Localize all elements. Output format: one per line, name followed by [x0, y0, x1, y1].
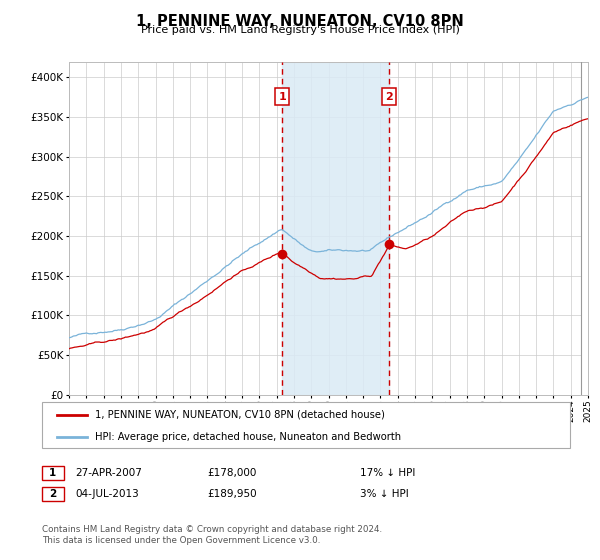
Text: Contains HM Land Registry data © Crown copyright and database right 2024.
This d: Contains HM Land Registry data © Crown c…	[42, 525, 382, 545]
Text: 1: 1	[49, 468, 56, 478]
Text: 17% ↓ HPI: 17% ↓ HPI	[360, 468, 415, 478]
Text: 2: 2	[385, 92, 393, 101]
Text: Price paid vs. HM Land Registry's House Price Index (HPI): Price paid vs. HM Land Registry's House …	[140, 25, 460, 35]
Text: 1, PENNINE WAY, NUNEATON, CV10 8PN (detached house): 1, PENNINE WAY, NUNEATON, CV10 8PN (deta…	[95, 410, 385, 420]
Text: HPI: Average price, detached house, Nuneaton and Bedworth: HPI: Average price, detached house, Nune…	[95, 432, 401, 441]
Bar	[282, 62, 389, 395]
Text: 3% ↓ HPI: 3% ↓ HPI	[360, 489, 409, 499]
Text: 27-APR-2007: 27-APR-2007	[75, 468, 142, 478]
Text: £189,950: £189,950	[207, 489, 257, 499]
Bar	[581, 62, 588, 395]
Text: 1: 1	[278, 92, 286, 101]
Text: £178,000: £178,000	[207, 468, 256, 478]
Text: 04-JUL-2013: 04-JUL-2013	[75, 489, 139, 499]
Text: 2: 2	[49, 489, 56, 499]
Text: 1, PENNINE WAY, NUNEATON, CV10 8PN: 1, PENNINE WAY, NUNEATON, CV10 8PN	[136, 14, 464, 29]
